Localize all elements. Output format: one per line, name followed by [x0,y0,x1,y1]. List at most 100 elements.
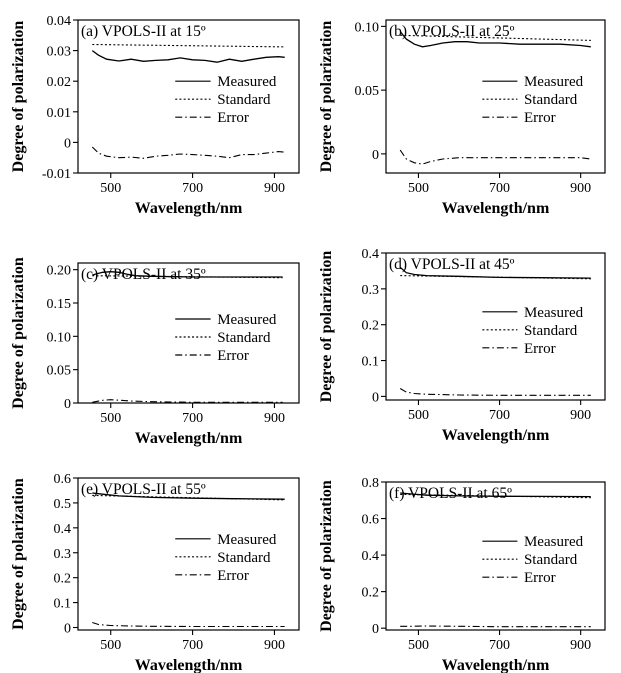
series-line-measured [92,492,285,500]
series-line-standard [92,494,285,501]
y-axis-title: Degree of polarization [318,21,335,173]
x-tick-label: 500 [408,408,429,423]
y-tick-label: 0.8 [362,476,380,491]
chart-panel-4: 500 700 900 0 0.1 0.2 0.3 0.4 (d) VPOLS-II at 45… [318,247,606,444]
series-line-error [399,149,591,165]
x-tick-label: 700 [182,181,203,196]
legend-label: Error [217,568,249,584]
plot-frame [385,481,606,631]
series-line-measured [399,31,591,48]
y-tick-label: 0 [64,622,71,637]
y-tick-label: 0.3 [54,547,72,562]
legend: Measured Standard Error [175,312,277,364]
x-tick-label: 900 [264,181,285,196]
y-tick-label: 0 [64,397,71,412]
legend-label: Error [217,348,249,364]
y-axis-title: Degree of polarization [10,478,27,630]
legend-label: Standard [524,92,578,108]
y-axis-title: Degree of polarization [10,21,27,173]
y-tick-label: 0.6 [362,513,380,528]
y-tick-label: 0.05 [47,364,72,379]
x-tick-label: 500 [100,411,121,426]
legend-label: Standard [524,552,578,568]
series-line-error [92,399,283,403]
plot-frame [385,252,606,401]
x-axis-title: Wavelength/nm [135,430,243,447]
series-line-error [92,621,285,628]
y-tick-label: 0.05 [355,84,380,99]
plot-frame [385,19,606,174]
plot-frame [77,19,300,174]
legend-label: Standard [217,92,271,108]
y-tick-label: 0 [372,622,379,637]
legend-label: Measured [217,532,277,548]
panel-title: (a) VPOLS-II at 15º [81,23,206,40]
y-tick-label: -0.01 [42,167,71,182]
series-line-measured [91,50,285,63]
plot-frame [77,262,300,404]
chart-panel-6: 500 700 900 0 0.2 0.4 0.6 0.8 (f) VPOLS-II at 65… [318,476,606,673]
series-line-error [399,388,591,396]
legend-label: Error [524,341,556,357]
y-tick-label: 0 [372,390,379,405]
series-line-measured [92,271,283,278]
y-tick-label: 0.2 [362,319,380,334]
x-tick-label: 900 [264,638,285,653]
y-axis-title: Degree of polarization [10,257,27,409]
x-tick-label: 900 [570,638,591,653]
x-tick-label: 500 [408,638,429,653]
legend: Measured Standard Error [175,532,277,584]
y-tick-label: 0 [64,136,71,151]
legend: Measured Standard Error [482,74,584,126]
y-tick-label: 0.5 [54,497,72,512]
legend-label: Measured [217,312,277,328]
y-tick-label: 0.02 [47,75,72,90]
x-axis-title: Wavelength/nm [442,657,550,673]
y-tick-label: 0.4 [54,522,72,537]
chart-panel-5: 500 700 900 0 0.1 0.2 0.3 0.4 0.5 0.6 (e) VPOLS-II… [10,472,300,673]
legend-label: Measured [217,74,277,90]
legend-label: Standard [524,323,578,339]
panel-title: (d) VPOLS-II at 45º [389,256,515,273]
series-line-standard [92,43,285,48]
legend-label: Error [524,570,556,586]
x-tick-label: 700 [182,411,203,426]
chart-panel-3: 500 700 900 0 0.05 0.10 0.15 0.20 (c) VPOLS-II a… [10,257,300,447]
x-axis-title: Wavelength/nm [442,200,550,217]
legend: Measured Standard Error [175,74,277,126]
panel-title: (e) VPOLS-II at 55º [81,481,206,498]
y-axis-title: Degree of polarization [318,480,335,632]
x-tick-label: 700 [489,181,510,196]
y-tick-label: 0.4 [362,247,380,262]
x-tick-label: 500 [100,638,121,653]
series-line-error [400,625,591,628]
legend-label: Measured [524,534,584,550]
x-axis-title: Wavelength/nm [135,200,243,217]
legend-label: Measured [524,74,584,90]
y-tick-label: 0.2 [54,572,72,587]
y-tick-label: 0.4 [362,549,380,564]
legend-label: Error [524,110,556,126]
x-tick-label: 700 [182,638,203,653]
panel-title: (b) VPOLS-II at 25º [389,23,515,40]
x-tick-label: 900 [570,408,591,423]
x-tick-label: 700 [489,408,510,423]
y-tick-label: 0.1 [54,597,72,612]
legend-label: Measured [524,305,584,321]
x-tick-label: 900 [570,181,591,196]
plot-frame [77,477,300,631]
y-tick-label: 0.20 [47,264,72,279]
chart-panel-1: 500 700 900 -0.01 0 0.01 0.02 0.03 0.04 (a) VPOLS… [10,14,300,217]
legend: Measured Standard Error [482,305,584,357]
y-tick-label: 0.6 [54,472,72,487]
series-line-error [91,146,285,159]
x-axis-title: Wavelength/nm [442,427,550,444]
y-tick-label: 0.10 [47,330,72,345]
legend-label: Error [217,110,249,126]
panel-title: (f) VPOLS-II at 65º [389,485,512,502]
y-tick-label: 0.15 [47,297,72,312]
x-axis-title: Wavelength/nm [135,657,243,673]
chart-panel-2: 500 700 900 0 0.05 0.10 (b) VPOLS-II at 25º Wav… [318,19,606,217]
y-tick-label: 0.1 [362,355,380,370]
x-tick-label: 900 [264,411,285,426]
